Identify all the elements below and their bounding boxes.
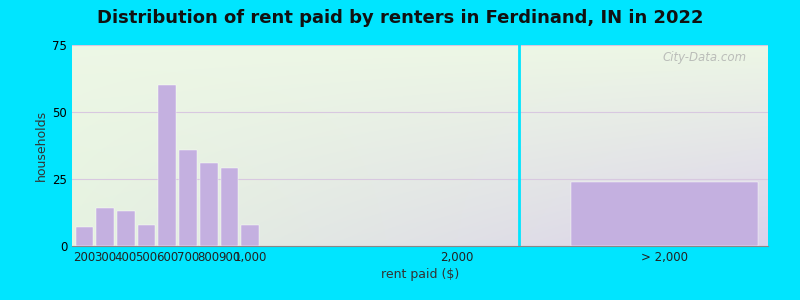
Bar (138, 225, 155, 246)
Bar (96, 208, 114, 246)
Bar (158, 85, 176, 246)
Text: City-Data.com: City-Data.com (663, 51, 747, 64)
Text: Distribution of rent paid by renters in Ferdinand, IN in 2022: Distribution of rent paid by renters in … (97, 9, 703, 27)
X-axis label: rent paid ($): rent paid ($) (381, 268, 459, 281)
Bar (179, 149, 197, 246)
Bar (571, 182, 758, 246)
Bar (221, 168, 238, 246)
Bar (76, 227, 94, 246)
Bar (117, 211, 134, 246)
Bar (200, 163, 218, 246)
Bar (242, 225, 259, 246)
Y-axis label: households: households (35, 110, 48, 181)
